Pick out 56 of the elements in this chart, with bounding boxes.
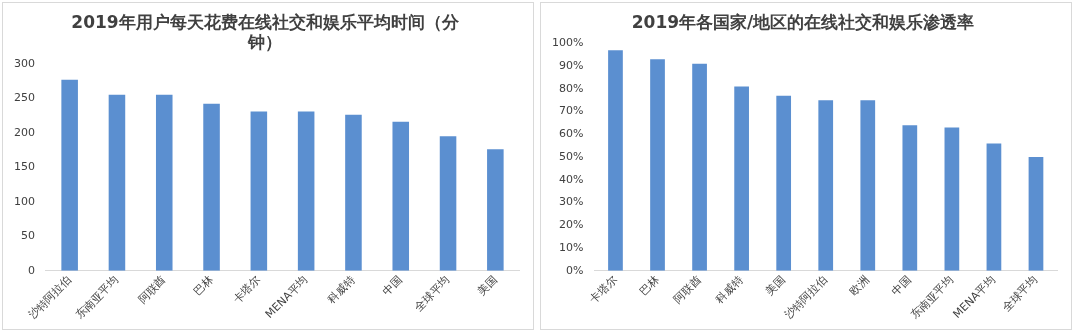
y-tick-label: 100% <box>551 36 584 50</box>
y-tick-label: 50% <box>558 149 584 163</box>
bar <box>986 143 1002 271</box>
x-tick-label: 美国 <box>474 273 500 299</box>
x-tick-label: 科威特 <box>713 273 746 306</box>
x-tick-label: 阿联酋 <box>135 273 169 306</box>
bar <box>734 86 749 271</box>
bar <box>818 100 834 271</box>
y-tick-label: 50 <box>21 229 35 243</box>
bar <box>203 103 220 271</box>
x-tick-label: 美国 <box>763 273 788 299</box>
x-tick-label: 巴林 <box>190 273 216 299</box>
bar <box>776 95 792 271</box>
y-tick-label: 40% <box>558 172 584 186</box>
chart-title: 2019年用户每天花费在线社交和娱乐平均时间（分钟） <box>71 11 460 53</box>
bar <box>860 100 876 271</box>
bar <box>650 59 665 271</box>
bar <box>155 94 173 271</box>
x-tick-label: 阿联酋 <box>671 273 704 306</box>
y-tick-label: 20% <box>558 218 584 232</box>
chart-title: 2019年各国家/地区的在线社交和娱乐渗透率 <box>631 11 975 32</box>
x-tick-label: 卡塔尔 <box>587 273 620 306</box>
bar <box>297 111 315 271</box>
bar <box>345 114 362 271</box>
y-tick-label: 250 <box>14 91 35 105</box>
bar <box>392 121 410 271</box>
x-tick-label: 欧洲 <box>847 273 872 299</box>
y-tick-label: 10% <box>558 240 584 254</box>
x-tick-label: 中国 <box>889 273 914 299</box>
y-tick-label: 30% <box>558 195 584 209</box>
bar <box>487 149 504 271</box>
x-tick-label: 中国 <box>380 273 405 299</box>
bar <box>439 136 457 271</box>
y-tick-label: 80% <box>558 81 584 95</box>
x-tick-label: 东南亚平均 <box>73 273 122 322</box>
y-tick-label: 70% <box>558 104 584 118</box>
bar <box>692 63 707 271</box>
bar <box>902 125 918 271</box>
y-tick-label: 300 <box>14 56 35 70</box>
bar <box>61 79 78 271</box>
x-tick-label: 全球平均 <box>411 273 453 314</box>
bar <box>250 111 268 271</box>
y-tick-label: 100 <box>14 194 35 208</box>
y-tick-label: 60% <box>558 127 584 141</box>
bar <box>1028 157 1044 271</box>
y-tick-label: 90% <box>558 59 584 72</box>
x-tick-label: 巴林 <box>636 273 662 299</box>
y-tick-label: 200 <box>14 125 35 139</box>
bar <box>108 94 126 271</box>
x-tick-label: 科威特 <box>325 273 358 306</box>
y-tick-label: 0% <box>565 263 584 277</box>
bar <box>944 127 960 271</box>
x-tick-label: 卡塔尔 <box>230 273 263 306</box>
y-tick-label: 150 <box>14 160 35 174</box>
bar <box>608 50 623 271</box>
x-tick-label: 全球平均 <box>999 273 1041 314</box>
